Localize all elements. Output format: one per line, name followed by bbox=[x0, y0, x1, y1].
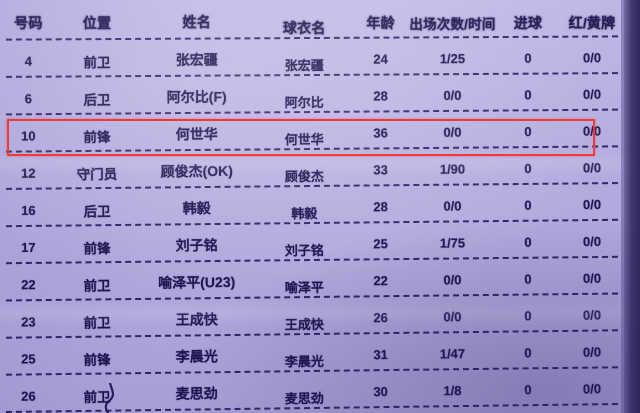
cell-age: 28 bbox=[373, 199, 388, 215]
cell-cards: 0/0 bbox=[582, 123, 602, 139]
cell-jersey_name: 刘子铭 bbox=[284, 242, 324, 259]
cell-age: 33 bbox=[373, 162, 388, 178]
cell-position: 位置 bbox=[82, 14, 112, 31]
cell-number: 26 bbox=[21, 388, 36, 404]
cell-name: 何世华 bbox=[175, 125, 218, 142]
cell-name: 喻泽平(U23) bbox=[158, 273, 236, 291]
photo-right-shadow-band bbox=[624, 0, 640, 413]
photo-right-edge bbox=[621, 0, 624, 413]
cell-number: 23 bbox=[21, 314, 36, 330]
cell-name: 刘子铭 bbox=[175, 236, 218, 253]
cell-jersey_name: 麦思劲 bbox=[284, 390, 324, 407]
cell-number: 号码 bbox=[14, 14, 43, 31]
cell-jersey_name: 李晨光 bbox=[284, 353, 324, 370]
cell-position: 后卫 bbox=[83, 92, 111, 108]
cell-goals: 0 bbox=[524, 87, 532, 103]
cell-age: 30 bbox=[373, 384, 388, 400]
cell-cards: 0/0 bbox=[582, 233, 602, 250]
cell-appearances: 1/75 bbox=[439, 235, 466, 251]
cell-position: 守门员 bbox=[76, 166, 118, 182]
cell-goals: 0 bbox=[524, 197, 532, 213]
cell-cards: 0/0 bbox=[582, 86, 602, 102]
cell-position: 前锋 bbox=[83, 240, 111, 256]
cell-appearances: 出场次数/时间 bbox=[409, 16, 496, 32]
cell-goals: 0 bbox=[524, 271, 532, 287]
cell-appearances: 0/0 bbox=[443, 272, 462, 288]
cell-jersey_name: 张宏疆 bbox=[284, 57, 324, 74]
cell-number: 17 bbox=[21, 239, 36, 256]
cell-appearances: 0/0 bbox=[443, 309, 462, 325]
cell-cards: 0/0 bbox=[582, 344, 602, 360]
cell-age: 26 bbox=[373, 310, 388, 326]
table-header-row: 号码 位置 姓名 球衣名 年龄 出场次数/时间 进球 红/黄牌 bbox=[0, 4, 624, 41]
cell-number: 12 bbox=[21, 165, 36, 181]
cell-age: 31 bbox=[373, 347, 388, 363]
cell-appearances: 1/90 bbox=[439, 161, 466, 177]
cell-appearances: 1/8 bbox=[443, 383, 462, 399]
cell-position: 前卫 bbox=[83, 54, 111, 70]
cell-cards: 0/0 bbox=[582, 50, 602, 66]
cell-name: 姓名 bbox=[182, 13, 211, 30]
cell-name: 阿尔比(F) bbox=[166, 88, 227, 105]
cell-appearances: 1/25 bbox=[439, 51, 466, 67]
cell-position: 前卫 bbox=[83, 314, 111, 331]
cell-age: 22 bbox=[373, 273, 388, 289]
cell-jersey_name: 王成快 bbox=[284, 316, 324, 333]
cell-name: 李晨光 bbox=[175, 347, 218, 365]
cell-age: 年龄 bbox=[366, 14, 395, 31]
cell-name: 张宏疆 bbox=[175, 51, 218, 68]
cell-name: 韩毅 bbox=[182, 199, 211, 216]
cell-position: 前锋 bbox=[83, 351, 111, 368]
cell-number: 16 bbox=[21, 202, 36, 219]
cell-number: 4 bbox=[24, 53, 33, 69]
cell-age: 36 bbox=[373, 125, 388, 141]
cell-jersey_name: 韩毅 bbox=[291, 205, 318, 222]
cell-position: 前卫 bbox=[83, 277, 111, 294]
cell-goals: 进球 bbox=[513, 14, 543, 31]
cell-number: 25 bbox=[21, 351, 36, 367]
cell-cards: 0/0 bbox=[582, 196, 602, 213]
cell-goals: 0 bbox=[524, 345, 532, 361]
cell-goals: 0 bbox=[524, 124, 532, 140]
cell-age: 24 bbox=[373, 51, 388, 67]
cell-cards: 0/0 bbox=[582, 381, 602, 397]
cell-goals: 0 bbox=[524, 50, 532, 66]
cell-appearances: 0/0 bbox=[443, 124, 462, 140]
cell-number: 10 bbox=[21, 128, 36, 144]
cell-cards: 0/0 bbox=[582, 270, 602, 286]
cell-name: 顾俊杰(OK) bbox=[160, 162, 233, 179]
cell-jersey_name: 阿尔比 bbox=[284, 94, 324, 111]
cell-cards: 0/0 bbox=[582, 160, 602, 176]
cell-jersey_name: 顾俊杰 bbox=[284, 168, 324, 185]
cell-position: 前卫 bbox=[83, 389, 111, 405]
cell-number: 6 bbox=[24, 91, 33, 107]
cell-position: 前锋 bbox=[83, 129, 111, 145]
cell-jersey_name: 喻泽平 bbox=[284, 279, 324, 296]
cell-goals: 0 bbox=[524, 160, 532, 176]
cell-name: 王成快 bbox=[175, 310, 218, 328]
cell-jersey_name: 何世华 bbox=[284, 131, 324, 148]
cell-name: 麦思劲 bbox=[175, 384, 218, 402]
cell-cards: 0/0 bbox=[582, 307, 602, 323]
cell-jersey_name: 球衣名 bbox=[282, 19, 326, 36]
cell-age: 25 bbox=[373, 236, 388, 252]
cell-appearances: 1/47 bbox=[439, 346, 466, 362]
cell-cards: 红/黄牌 bbox=[568, 14, 616, 31]
cell-age: 28 bbox=[373, 88, 388, 104]
cell-number: 22 bbox=[21, 277, 36, 293]
cell-goals: 0 bbox=[524, 234, 532, 250]
cell-appearances: 0/0 bbox=[443, 198, 462, 214]
cell-appearances: 0/0 bbox=[443, 87, 462, 103]
cell-position: 后卫 bbox=[83, 203, 111, 219]
cell-goals: 0 bbox=[524, 308, 532, 324]
cell-goals: 0 bbox=[524, 382, 532, 398]
